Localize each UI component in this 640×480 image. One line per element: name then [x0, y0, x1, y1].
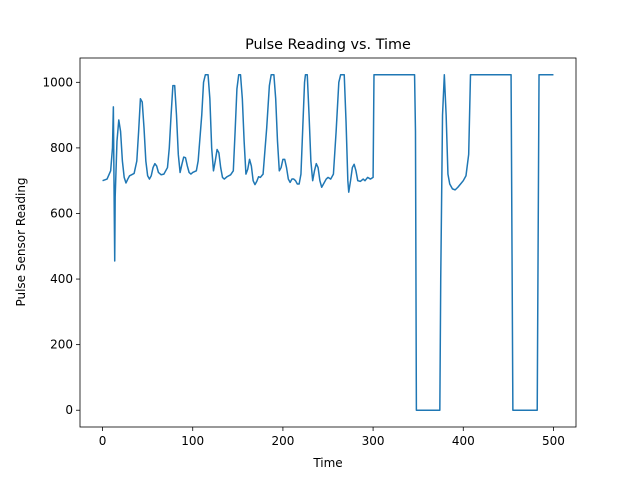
y-tick-label: 1000 [42, 75, 73, 89]
y-axis-label: Pulse Sensor Reading [14, 177, 28, 306]
y-tick-label: 400 [50, 272, 73, 286]
x-tick-label: 400 [452, 434, 475, 448]
y-tick-label: 0 [65, 403, 73, 417]
chart-title: Pulse Reading vs. Time [245, 37, 411, 53]
y-tick-label: 600 [50, 206, 73, 220]
x-tick-label: 200 [271, 434, 294, 448]
x-axis-label: Time [312, 456, 342, 470]
y-tick-label: 800 [50, 141, 73, 155]
y-tick-label: 200 [50, 338, 73, 352]
x-tick-label: 500 [542, 434, 565, 448]
axes-frame [79, 57, 577, 428]
data-line [102, 74, 554, 411]
x-tick-label: 0 [99, 434, 107, 448]
x-tick-label: 300 [362, 434, 385, 448]
x-tick-label: 100 [181, 434, 204, 448]
